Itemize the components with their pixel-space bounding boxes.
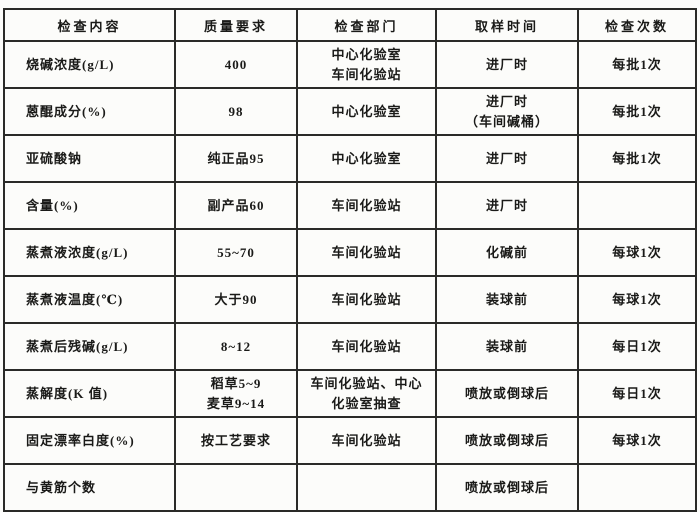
cell-department: 车间化验站 [296,181,437,230]
inspection-table-body: 烧碱浓度(g/L) 400 中心化验室 车间化验站 进厂时 每批1次 蒽醌成分(%) 98 中… [3,40,697,512]
cell-department: 中心化验室 [296,87,437,136]
cell-content: 蒸解度(K 值) [3,369,176,418]
cell-sampling-time: 进厂时 （车间碱桶） [435,87,579,136]
cell-department: 车间化验站 [296,228,437,277]
cell-frequency: 每日1次 [577,369,697,418]
cell-requirement: 98 [174,87,298,136]
cell-frequency: 每日1次 [577,322,697,371]
table-row: 固定漂率白度(%) 按工艺要求 车间化验站 喷放或倒球后 每球1次 [3,416,697,465]
cell-sampling-time: 喷放或倒球后 [435,416,579,465]
table-row: 烧碱浓度(g/L) 400 中心化验室 车间化验站 进厂时 每批1次 [3,40,697,89]
cell-content: 烧碱浓度(g/L) [3,40,176,89]
cell-content: 蒽醌成分(%) [3,87,176,136]
column-header-frequency: 检查次数 [577,8,697,42]
table-row: 蒸解度(K 值) 稻草5~9 麦草9~14 车间化验站、中心 化验室抽查 喷放或倒球后… [3,369,697,418]
scanned-document-page: 检查内容 质量要求 检查部门 取样时间 检查次数 烧碱浓度(g/L) 400 中心化… [3,8,697,512]
cell-requirement [174,463,298,512]
cell-content: 固定漂率白度(%) [3,416,176,465]
cell-sampling-time: 化碱前 [435,228,579,277]
cell-content: 含量(%) [3,181,176,230]
cell-frequency [577,181,697,230]
cell-department: 中心化验室 车间化验站 [296,40,437,89]
table-row: 蒸煮后残碱(g/L) 8~12 车间化验站 装球前 每日1次 [3,322,697,371]
cell-frequency: 每批1次 [577,134,697,183]
cell-sampling-time: 喷放或倒球后 [435,463,579,512]
cell-sampling-time: 进厂时 [435,181,579,230]
cell-requirement: 副产品60 [174,181,298,230]
cell-content: 蒸煮后残碱(g/L) [3,322,176,371]
cell-frequency: 每球1次 [577,416,697,465]
column-header-requirement: 质量要求 [174,8,298,42]
cell-department [296,463,437,512]
table-row: 蒸煮液温度(℃) 大于90 车间化验站 装球前 每球1次 [3,275,697,324]
cell-requirement: 按工艺要求 [174,416,298,465]
cell-sampling-time: 装球前 [435,322,579,371]
cell-sampling-time: 进厂时 [435,40,579,89]
cell-content: 与黄筋个数 [3,463,176,512]
cell-frequency: 每球1次 [577,228,697,277]
cell-requirement: 大于90 [174,275,298,324]
cell-requirement: 纯正品95 [174,134,298,183]
column-header-sampling-time: 取样时间 [435,8,579,42]
cell-content: 亚硫酸钠 [3,134,176,183]
cell-requirement: 55~70 [174,228,298,277]
cell-frequency [577,463,697,512]
table-row: 与黄筋个数 喷放或倒球后 [3,463,697,512]
cell-frequency: 每批1次 [577,87,697,136]
cell-requirement: 400 [174,40,298,89]
cell-sampling-time: 进厂时 [435,134,579,183]
header-row: 检查内容 质量要求 检查部门 取样时间 检查次数 [3,8,697,42]
table-row: 蒽醌成分(%) 98 中心化验室 进厂时 （车间碱桶） 每批1次 [3,87,697,136]
cell-department: 车间化验站 [296,416,437,465]
cell-department: 车间化验站、中心 化验室抽查 [296,369,437,418]
cell-department: 车间化验站 [296,275,437,324]
table-row: 亚硫酸钠 纯正品95 中心化验室 进厂时 每批1次 [3,134,697,183]
cell-content: 蒸煮液温度(℃) [3,275,176,324]
table-row: 蒸煮液浓度(g/L) 55~70 车间化验站 化碱前 每球1次 [3,228,697,277]
cell-content: 蒸煮液浓度(g/L) [3,228,176,277]
cell-requirement: 稻草5~9 麦草9~14 [174,369,298,418]
cell-department: 车间化验站 [296,322,437,371]
cell-department: 中心化验室 [296,134,437,183]
cell-frequency: 每批1次 [577,40,697,89]
table-row: 含量(%) 副产品60 车间化验站 进厂时 [3,181,697,230]
cell-sampling-time: 装球前 [435,275,579,324]
column-header-content: 检查内容 [3,8,176,42]
cell-sampling-time: 喷放或倒球后 [435,369,579,418]
column-header-department: 检查部门 [296,8,437,42]
cell-frequency: 每球1次 [577,275,697,324]
inspection-table: 检查内容 质量要求 检查部门 取样时间 检查次数 烧碱浓度(g/L) 400 中心化… [3,8,697,512]
cell-requirement: 8~12 [174,322,298,371]
